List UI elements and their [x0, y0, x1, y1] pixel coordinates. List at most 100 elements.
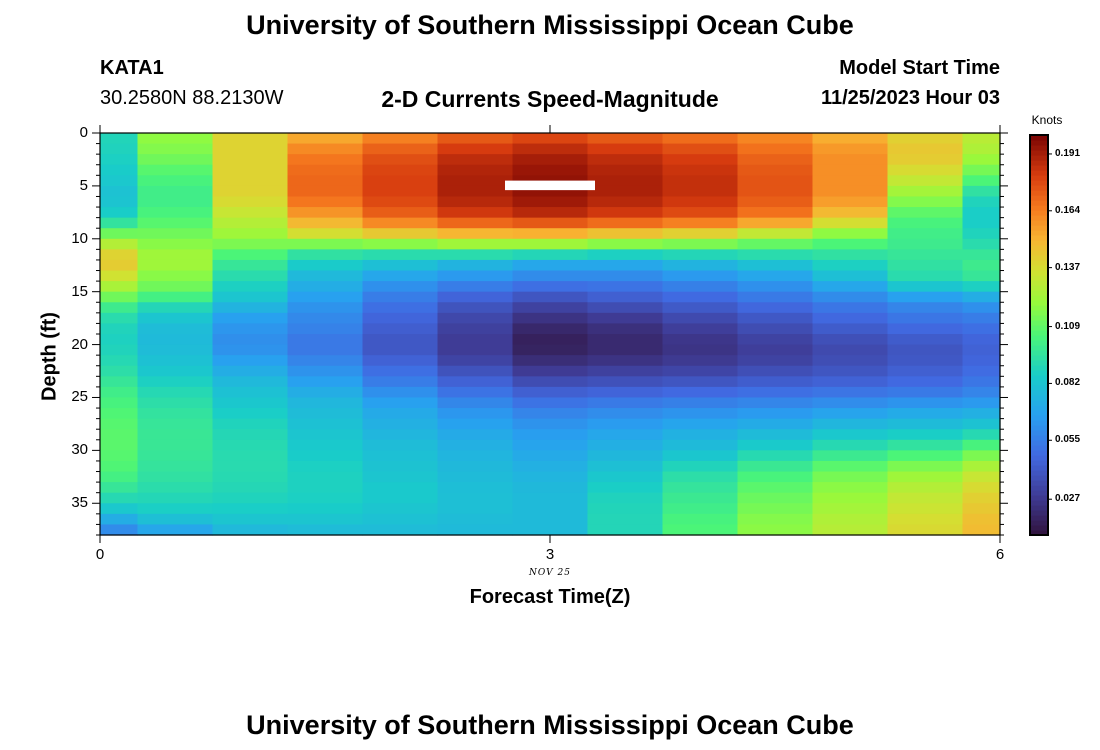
heatmap-cell	[287, 450, 364, 462]
heatmap-cell	[437, 175, 514, 187]
heatmap-cell	[287, 302, 364, 314]
heatmap-cell	[812, 386, 889, 399]
colorbar-swatch	[1030, 255, 1048, 261]
heatmap-cell	[962, 397, 1001, 409]
heatmap-cell	[437, 503, 514, 515]
heatmap-cell	[362, 503, 439, 515]
heatmap-cell	[887, 175, 964, 187]
heatmap-cell	[287, 513, 364, 526]
heatmap-cell	[137, 217, 214, 229]
heatmap-cell	[137, 418, 214, 430]
heatmap-cell	[362, 376, 439, 388]
date-label: NOV 25	[529, 568, 571, 578]
heatmap-cell	[737, 386, 814, 399]
heatmap-cell	[100, 302, 139, 314]
heatmap-cell	[812, 365, 889, 377]
heatmap-cell	[662, 217, 739, 229]
heatmap-cell	[100, 196, 139, 208]
heatmap-cell	[212, 376, 289, 388]
heatmap-cell	[887, 397, 964, 409]
heatmap-cell	[362, 228, 439, 240]
heatmap-cell	[887, 228, 964, 240]
heatmap-cell	[362, 334, 439, 346]
heatmap-cell	[812, 503, 889, 515]
heatmap-cell	[737, 249, 814, 261]
heatmap-cell	[587, 471, 664, 483]
heatmap-cell	[737, 376, 814, 388]
station-coordinates: 30.2580N 88.2130W	[100, 87, 284, 109]
heatmap-cell	[212, 312, 289, 325]
heatmap-cell	[437, 238, 514, 250]
heatmap-cell	[137, 334, 214, 346]
heatmap-cell	[362, 291, 439, 303]
heatmap-cell	[100, 408, 139, 420]
heatmap-cell	[662, 228, 739, 240]
heatmap-cell	[737, 143, 814, 155]
heatmap-cell	[587, 281, 664, 293]
heatmap-cell	[212, 513, 289, 526]
heatmap-cell	[437, 492, 514, 504]
colorbar-swatch	[1030, 505, 1048, 511]
heatmap-cell	[962, 238, 1001, 250]
heatmap-cell	[137, 291, 214, 303]
heatmap-cell	[212, 429, 289, 441]
heatmap-cell	[962, 355, 1001, 367]
heatmap-cell	[512, 365, 589, 377]
heatmap-cell	[287, 164, 364, 176]
heatmap-cell	[887, 355, 964, 367]
heatmap-cell	[212, 365, 289, 377]
heatmap-cell	[737, 439, 814, 451]
heatmap-cell	[662, 281, 739, 293]
heatmap-cell	[512, 334, 589, 346]
colorbar-swatch	[1030, 300, 1048, 306]
heatmap-cell	[587, 492, 664, 504]
heatmap-cell	[212, 482, 289, 494]
heatmap-cell	[362, 397, 439, 409]
colorbar-swatch	[1030, 170, 1048, 176]
heatmap-cell	[812, 164, 889, 176]
heatmap-cell	[362, 323, 439, 335]
colorbar-swatch	[1030, 465, 1048, 471]
heatmap-cell	[100, 524, 139, 536]
x-tick-label: 3	[545, 546, 555, 563]
heatmap-cell	[512, 196, 589, 208]
heatmap-cell	[100, 185, 139, 198]
colorbar-swatch	[1030, 480, 1048, 486]
heatmap-cell	[212, 524, 289, 536]
colorbar-swatch	[1030, 250, 1048, 256]
heatmap-cell	[662, 386, 739, 399]
heatmap-cell	[100, 312, 139, 325]
heatmap-cell	[662, 492, 739, 504]
colorbar-swatch	[1030, 455, 1048, 461]
heatmap-cell	[812, 185, 889, 198]
heatmap-cell	[587, 196, 664, 208]
heatmap-cell	[587, 376, 664, 388]
heatmap-cells	[100, 133, 1001, 536]
heatmap-cell	[887, 513, 964, 526]
heatmap-cell	[362, 217, 439, 229]
heatmap-cell	[887, 471, 964, 483]
heatmap-cell	[137, 164, 214, 176]
heatmap-cell	[737, 217, 814, 229]
heatmap-cell	[287, 503, 364, 515]
heatmap-cell	[887, 334, 964, 346]
heatmap-cell	[662, 429, 739, 441]
heatmap-cell	[737, 133, 814, 145]
heatmap-cell	[212, 323, 289, 335]
heatmap-cell	[100, 154, 139, 166]
heatmap-cell	[962, 323, 1001, 335]
heatmap-cell	[437, 513, 514, 526]
heatmap-cell	[812, 418, 889, 430]
heatmap-cell	[737, 270, 814, 282]
heatmap-cell	[437, 143, 514, 155]
heatmap-cell	[662, 471, 739, 483]
colorbar-swatch	[1030, 450, 1048, 456]
heatmap-cell	[512, 344, 589, 356]
heatmap-cell	[962, 164, 1001, 176]
heatmap-cell	[437, 196, 514, 208]
heatmap-cell	[437, 302, 514, 314]
heatmap-cell	[362, 439, 439, 451]
heatmap-cell	[100, 249, 139, 261]
heatmap-cell	[587, 259, 664, 272]
heatmap-cell	[737, 492, 814, 504]
